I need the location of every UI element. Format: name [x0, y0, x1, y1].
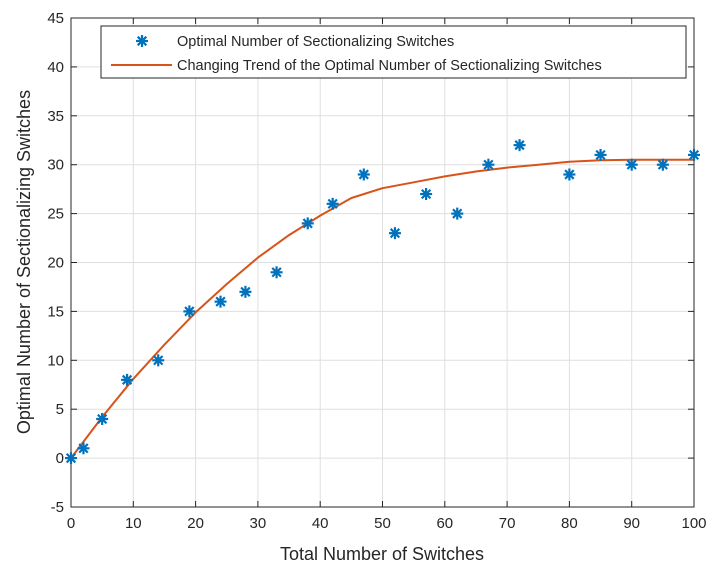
y-tick-label: 45 — [47, 10, 64, 27]
data-point — [214, 295, 227, 308]
y-tick-label: 10 — [47, 352, 64, 369]
legend-label: Optimal Number of Sectionalizing Switche… — [177, 34, 454, 50]
data-point — [77, 442, 90, 455]
y-tick-label: -5 — [51, 499, 64, 516]
y-tick-label: 5 — [56, 401, 64, 418]
y-axis-label: Optimal Number of Sectionalizing Switche… — [14, 90, 34, 434]
y-tick-label: 30 — [47, 157, 64, 174]
x-tick-label: 70 — [499, 515, 516, 532]
data-point — [183, 305, 196, 318]
data-point — [688, 148, 700, 161]
data-point — [420, 188, 433, 201]
data-point — [152, 354, 165, 367]
legend-marker — [136, 35, 148, 47]
x-tick-label: 40 — [312, 515, 329, 532]
x-tick-label: 80 — [561, 515, 578, 532]
x-tick-label: 100 — [681, 515, 706, 532]
y-tick-label: 35 — [47, 108, 64, 125]
axes-layer: 0 10 20 30 40 50 60 70 80 90 100-50510152025303540… — [47, 10, 706, 532]
data-point — [656, 158, 669, 171]
y-tick-label: 20 — [47, 255, 64, 272]
data-point — [121, 373, 134, 386]
x-tick-label: 50 — [374, 515, 391, 532]
legend-label: Changing Trend of the Optimal Number of … — [177, 58, 602, 74]
trend-line — [70, 158, 694, 459]
data-point — [625, 158, 638, 171]
legend-box — [100, 25, 687, 79]
legend: Optimal Number of Sectionalizing Switche… — [100, 25, 687, 79]
x-axis-label: Total Number of Switches — [280, 544, 484, 564]
data-point — [563, 168, 576, 181]
x-tick-label: 60 — [436, 515, 453, 532]
data-point — [357, 168, 370, 181]
data-point — [482, 158, 495, 171]
data-point — [96, 412, 109, 425]
data-point — [513, 139, 526, 152]
x-tick-label: 10 — [125, 515, 142, 532]
data-point — [451, 207, 464, 220]
data-point — [239, 285, 252, 298]
y-tick-label: 40 — [47, 59, 64, 76]
x-tick-label: 30 — [250, 515, 267, 532]
x-tick-label: 20 — [187, 515, 204, 532]
x-tick-label: 90 — [623, 515, 640, 532]
data-point — [270, 266, 283, 279]
y-tick-label: 0 — [56, 450, 64, 467]
data-point — [594, 148, 607, 161]
data-point — [388, 227, 401, 240]
grid-layer — [70, 17, 695, 508]
data-point — [326, 197, 339, 210]
x-tick-label: 0 — [67, 515, 75, 532]
series-layer — [65, 139, 700, 465]
data-point — [65, 452, 77, 465]
y-tick-label: 25 — [47, 206, 64, 223]
data-point — [301, 217, 314, 230]
y-tick-label: 15 — [47, 303, 64, 320]
